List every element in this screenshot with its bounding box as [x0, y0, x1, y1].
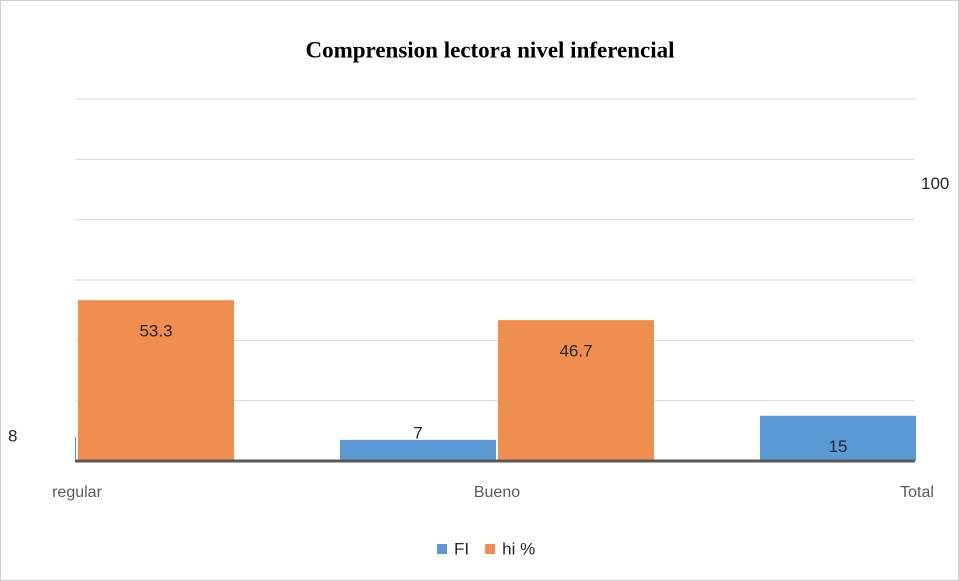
x-tick-label: regular: [52, 484, 102, 501]
legend-label: hi %: [502, 539, 535, 558]
bar: [75, 436, 76, 461]
data-label: 7: [413, 423, 422, 442]
x-tick-label: Total: [900, 484, 934, 501]
x-tick-label: Bueno: [474, 484, 520, 501]
bar: [78, 300, 234, 461]
data-label: 46.7: [559, 342, 592, 361]
bar: [498, 320, 654, 461]
legend-swatch: [485, 544, 496, 554]
bar: [760, 415, 916, 461]
chart-title: Comprension lectora nivel inferencial: [305, 37, 674, 62]
data-label: 8: [8, 426, 17, 445]
data-label: 53.3: [139, 322, 172, 341]
legend-label: FI: [454, 539, 469, 558]
legend-swatch: [437, 544, 447, 554]
bar: [340, 439, 496, 461]
data-label: 15: [829, 437, 848, 456]
labels: regular 8 53.3 Bueno 7 46.7 Total 15 100: [8, 174, 949, 501]
data-label: 100: [921, 174, 949, 193]
bars: [75, 300, 916, 461]
legend: FI hi %: [437, 539, 535, 558]
